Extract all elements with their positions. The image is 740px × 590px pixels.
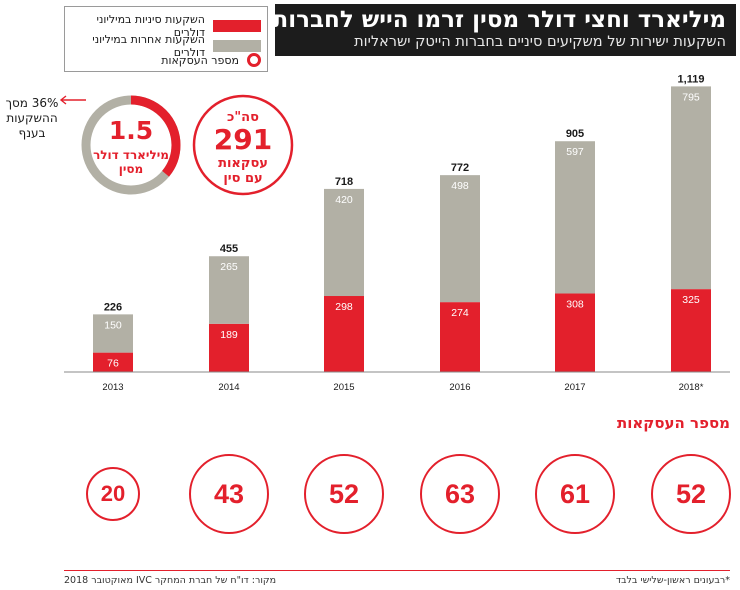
bar-chinese-2013: [93, 352, 133, 372]
deal-count-2014: 43: [189, 454, 269, 534]
label-total-2018*: 1,119: [678, 73, 705, 85]
deal-count-2013: 20: [86, 467, 140, 521]
bar-chinese-2017: [555, 293, 595, 372]
legend-swatch-chinese: [213, 20, 261, 32]
total-amount: 1.5: [108, 116, 154, 145]
share-ring: [81, 95, 181, 195]
arrow-left-icon: [59, 95, 86, 105]
footer-source: מקור: דו"ח של חברת המחקר IVC מאוקטובר 20…: [64, 575, 277, 586]
legend-item-chinese: השקעות סיניות במיליוני דולרים: [71, 13, 261, 39]
page-subtitle: השקעות ישירות של משקיעים סיניים בחברות ה…: [354, 34, 726, 50]
label-chinese-2014: 189: [220, 329, 238, 341]
stacked-bar-chart: 76 150 226 2013 189 265 455 2014 298 420 718 2015 27…: [64, 73, 730, 393]
footer-note: *רבעונים ראשון-שלישי בלבד: [615, 575, 730, 586]
label-chinese-2013: 76: [107, 358, 119, 370]
deals-total-line-2: עם סין: [223, 171, 263, 186]
label-other-2015: 420: [335, 194, 353, 206]
legend-circle-icon: [247, 53, 261, 67]
deal-count-2015: 52: [304, 454, 384, 534]
label-total-2013: 226: [104, 301, 122, 313]
tick-label-2013: 2013: [102, 382, 123, 393]
tick-label-2015: 2015: [333, 382, 354, 393]
footer-divider: [64, 570, 730, 571]
bar-other-2016: [440, 175, 480, 303]
label-other-2016: 498: [451, 180, 469, 192]
label-chinese-2018*: 325: [682, 294, 700, 306]
bar-other-2018*: [671, 86, 711, 290]
deal-count-2017: 61: [535, 454, 615, 534]
tick-label-2017: 2017: [564, 382, 585, 393]
bar-chinese-2014: [209, 323, 249, 372]
bar-chinese-2015: [324, 296, 364, 372]
deals-total-line-1: עסקאות: [218, 156, 268, 171]
bar-other-2013: [93, 314, 133, 353]
tick-label-2016: 2016: [449, 382, 470, 393]
deals-total-prefix: סה"כ: [227, 110, 259, 125]
label-chinese-2016: 274: [451, 307, 469, 319]
deals-total-number: 291: [213, 123, 273, 156]
legend-label-chinese: השקעות סיניות במיליוני דולרים: [96, 13, 205, 39]
share-note-1: 36% מסך: [5, 96, 59, 110]
bar-other-2015: [324, 188, 364, 297]
label-total-2016: 772: [451, 162, 469, 174]
page-title: מיליארד וחצי דולר מסין זרמו הייש לחברות: [272, 7, 726, 33]
label-chinese-2015: 298: [335, 301, 353, 313]
bar-chinese-2016: [440, 302, 480, 372]
tick-label-2018*: 2018*: [679, 382, 704, 393]
title-box: מיליארד וחצי דולר מסין זרמו הייש לחברות …: [272, 4, 736, 56]
share-ring-arc: [81, 95, 181, 195]
deal-count-2016: 63: [420, 454, 500, 534]
label-other-2014: 265: [220, 261, 238, 273]
legend: השקעות סיניות במיליוני דולרים השקעות אחר…: [64, 6, 268, 72]
label-total-2015: 718: [335, 176, 353, 188]
share-note-2: ההשקעות: [6, 111, 58, 125]
bar-chinese-2018*: [671, 289, 711, 372]
bar-other-2014: [209, 256, 249, 324]
legend-label-other: השקעות אחרות במיליוני דולרים: [92, 33, 205, 59]
total-amount-unit-1: מיליארד דולר: [93, 148, 169, 162]
legend-item-other: השקעות אחרות במיליוני דולרים: [71, 33, 261, 59]
label-other-2013: 150: [104, 319, 122, 331]
label-total-2014: 455: [220, 243, 238, 255]
total-amount-unit-2: מסין: [118, 162, 144, 176]
label-other-2018*: 795: [682, 91, 700, 103]
bar-other-2017: [555, 141, 595, 294]
share-note-3: בענף: [18, 126, 46, 140]
deals-section-title: מספר העסקאות: [616, 414, 730, 432]
label-other-2017: 597: [566, 146, 584, 158]
deal-count-2018*: 52: [651, 454, 731, 534]
label-total-2017: 905: [566, 128, 584, 140]
legend-swatch-other: [213, 40, 261, 52]
label-chinese-2017: 308: [566, 298, 584, 310]
tick-label-2014: 2014: [218, 382, 239, 393]
deals-total-circle: [192, 94, 294, 196]
legend-item-deals: מספר העסקאות: [71, 53, 261, 67]
legend-label-deals: מספר העסקאות: [161, 53, 239, 67]
